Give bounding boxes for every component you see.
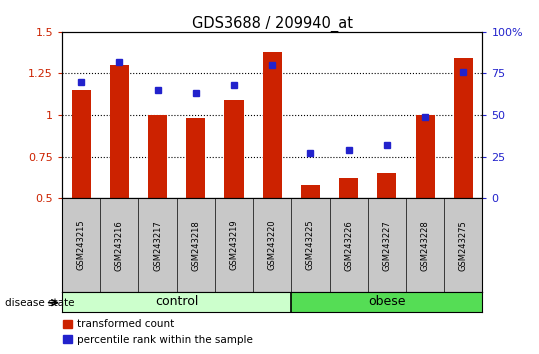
Bar <box>377 173 396 198</box>
Bar <box>301 185 320 198</box>
Text: disease state: disease state <box>5 298 75 308</box>
Bar <box>416 115 434 198</box>
Bar <box>291 292 482 312</box>
Text: GSM243219: GSM243219 <box>230 220 238 270</box>
Text: GSM243227: GSM243227 <box>382 220 391 270</box>
Text: GSM243216: GSM243216 <box>115 220 124 270</box>
Text: obese: obese <box>368 295 406 308</box>
Bar <box>339 178 358 198</box>
Text: GSM243226: GSM243226 <box>344 220 353 270</box>
Bar <box>110 65 129 198</box>
Text: GSM243218: GSM243218 <box>191 220 201 270</box>
Text: GSM243275: GSM243275 <box>459 220 468 270</box>
Bar <box>72 90 91 198</box>
Bar <box>454 58 473 198</box>
Text: GSM243215: GSM243215 <box>77 220 86 270</box>
Text: GSM243228: GSM243228 <box>420 220 430 270</box>
Bar <box>186 118 205 198</box>
Title: GDS3688 / 209940_at: GDS3688 / 209940_at <box>192 16 353 32</box>
Bar <box>148 115 167 198</box>
Text: control: control <box>155 295 198 308</box>
Bar <box>224 100 244 198</box>
Legend: transformed count, percentile rank within the sample: transformed count, percentile rank withi… <box>59 315 257 349</box>
Text: GSM243225: GSM243225 <box>306 220 315 270</box>
Bar <box>262 52 282 198</box>
Bar <box>62 292 291 312</box>
Text: GSM243217: GSM243217 <box>153 220 162 270</box>
Text: GSM243220: GSM243220 <box>268 220 277 270</box>
